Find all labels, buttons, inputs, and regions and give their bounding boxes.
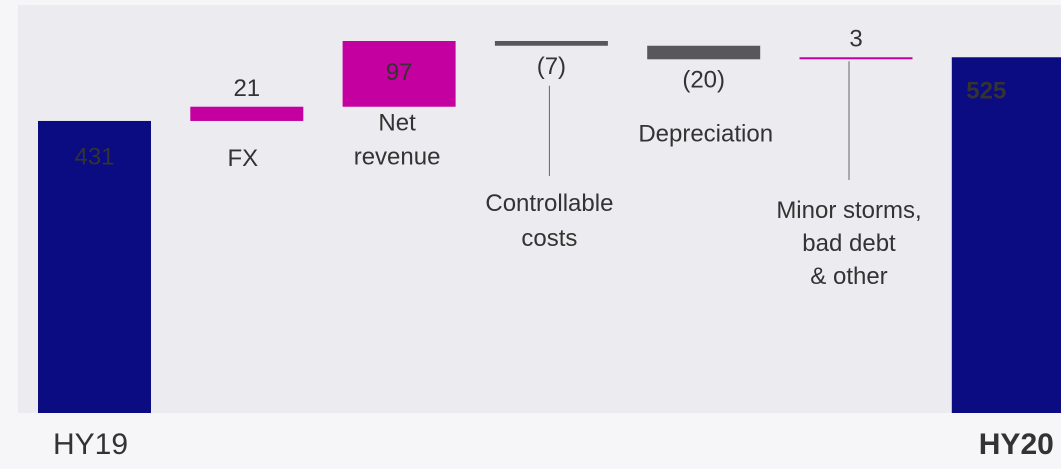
bar — [799, 57, 913, 60]
bar — [951, 57, 1061, 413]
value-label: 21 — [233, 75, 260, 102]
category-label: Depreciation — [638, 121, 773, 148]
value-label: 3 — [849, 26, 862, 53]
bar — [647, 45, 761, 60]
value-label: (7) — [537, 53, 566, 80]
value-label: 525 — [966, 78, 1006, 105]
category-label: Controllable costs — [485, 190, 613, 252]
value-label: 97 — [386, 59, 413, 86]
value-label: 431 — [74, 143, 114, 170]
bar — [190, 106, 304, 121]
bar — [494, 41, 608, 46]
bar — [38, 120, 151, 413]
bar — [342, 41, 456, 107]
value-label: (20) — [682, 67, 725, 94]
category-label: HY20 — [979, 428, 1054, 461]
category-label: Minor storms, bad debt & other — [776, 197, 921, 290]
category-label: HY19 — [53, 428, 128, 461]
plot-area — [18, 5, 1061, 413]
category-label: FX — [227, 145, 258, 172]
category-label: Net revenue — [354, 110, 441, 171]
